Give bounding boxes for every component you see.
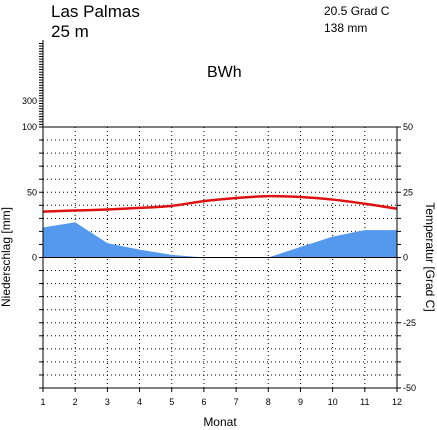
right-tick-label: 0 <box>403 253 408 263</box>
mean-temperature: 20.5 Grad C <box>324 4 390 18</box>
upper-axis-ticks: 300 <box>22 42 43 125</box>
x-tick-label: 9 <box>298 397 303 407</box>
x-tick-label: 8 <box>266 397 271 407</box>
x-tick-label: 12 <box>392 397 402 407</box>
station-name: Las Palmas <box>51 2 140 21</box>
right-tick-label: -25 <box>403 318 416 328</box>
x-tick-label: 2 <box>73 397 78 407</box>
station-elevation: 25 m <box>51 22 89 41</box>
left-axis-label: Niederschlag [mm] <box>0 207 13 307</box>
temperature-line <box>42 194 398 213</box>
grid-lines <box>43 127 397 388</box>
right-tick-label: -50 <box>403 383 416 393</box>
x-tick-label: 3 <box>105 397 110 407</box>
right-axis-label: Temperatur [Grad C] <box>423 202 437 311</box>
left-tick-label: 100 <box>22 122 37 132</box>
upper-tick-label: 300 <box>22 96 37 106</box>
left-axis-ticks: 100 50 0 <box>22 122 43 389</box>
climate-class: BWh <box>207 64 242 81</box>
x-tick-label: 10 <box>328 397 338 407</box>
right-axis-ticks: 50 25 0 -25 -50 <box>397 122 416 393</box>
left-tick-label: 50 <box>27 187 37 197</box>
annual-precipitation: 138 mm <box>324 21 367 35</box>
right-tick-label: 25 <box>403 187 413 197</box>
right-tick-label: 50 <box>403 122 413 132</box>
x-tick-label: 7 <box>234 397 239 407</box>
x-tick-label: 11 <box>360 397 369 407</box>
x-tick-label: 5 <box>169 397 174 407</box>
x-axis-label: Monat <box>203 415 237 429</box>
x-tick-label: 6 <box>201 397 206 407</box>
precipitation-area <box>43 222 397 258</box>
x-axis-ticks: 1 2 3 4 5 6 7 8 9 10 11 12 <box>40 388 402 407</box>
x-tick-label: 1 <box>40 397 45 407</box>
left-tick-label: 0 <box>32 253 37 263</box>
x-tick-label: 4 <box>137 397 142 407</box>
